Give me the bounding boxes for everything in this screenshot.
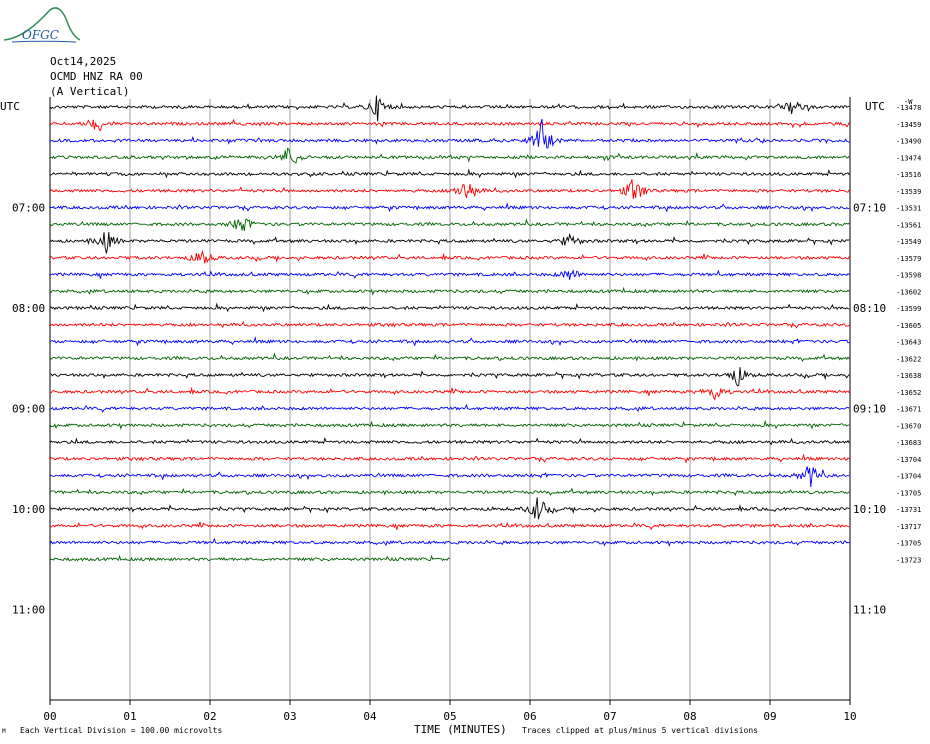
x-tick-label: 01	[123, 710, 136, 723]
seismic-trace	[49, 403, 850, 413]
trace-offset-label: -13731	[896, 506, 921, 514]
hour-label-left: 08:00	[12, 302, 45, 315]
trace-offset-label: -13474	[896, 154, 921, 162]
x-tick-label: 06	[523, 710, 536, 723]
seismic-trace	[49, 521, 850, 531]
trace-offset-label: -13539	[896, 188, 921, 196]
seismic-trace	[49, 453, 850, 464]
x-tick-label: 00	[43, 710, 56, 723]
seismic-trace	[49, 437, 850, 446]
seismic-trace	[49, 497, 850, 520]
x-tick-label: 04	[363, 710, 377, 723]
x-tick-label: 07	[603, 710, 616, 723]
hour-label-right: 08:10	[853, 302, 886, 315]
seismic-trace	[49, 269, 850, 280]
seismic-trace	[49, 537, 850, 548]
seismic-trace	[49, 218, 850, 231]
seismic-trace	[49, 419, 850, 430]
seismic-trace	[49, 386, 850, 401]
x-tick-label: 05	[443, 710, 456, 723]
hour-label-left: 11:00	[12, 604, 45, 617]
trace-offset-label: -13490	[896, 138, 921, 146]
trace-offset-label: -13643	[896, 339, 921, 347]
seismic-trace	[49, 168, 850, 179]
trace-offset-label: -13602	[896, 288, 921, 296]
seismic-trace	[49, 554, 450, 562]
trace-offset-label: -13671	[896, 406, 921, 414]
trace-offset-label: -13531	[896, 205, 921, 213]
trace-offset-label: -13459	[896, 121, 921, 129]
hour-label-right: 10:10	[853, 503, 886, 516]
utc-label-left: UTC	[0, 100, 20, 113]
header-date: Oct14,2025	[50, 55, 117, 68]
trace-offset-label: -13704	[896, 473, 921, 481]
trace-offset-label: -13549	[896, 238, 921, 246]
hour-label-right: 09:10	[853, 403, 886, 416]
trace-offset-label: -13516	[896, 171, 921, 179]
seismic-trace	[49, 352, 850, 363]
hour-label-right: 07:10	[853, 202, 886, 215]
hour-label-left: 09:00	[12, 403, 45, 416]
trace-offset-label: -13717	[896, 523, 921, 531]
trace-offset-label: -13478	[896, 104, 921, 112]
x-axis-title: TIME (MINUTES)	[414, 723, 507, 736]
clip-note: Traces clipped at plus/minus 5 vertical …	[522, 726, 759, 735]
header-component: (A Vertical)	[50, 85, 130, 98]
seismic-trace	[49, 202, 850, 213]
trace-offset-label: -13638	[896, 372, 921, 380]
trace-offset-label: -13683	[896, 439, 921, 447]
x-tick-label: 09	[763, 710, 776, 723]
trace-offset-label: -13670	[896, 422, 921, 430]
seismic-trace	[49, 336, 850, 347]
trace-offset-label: -13605	[896, 322, 921, 330]
logo: OFGC	[2, 4, 82, 44]
trace-offset-label: -13579	[896, 255, 921, 263]
utc-label-right: UTC	[865, 100, 885, 113]
scale-note: Each Vertical Division = 100.00 microvol…	[20, 726, 223, 735]
trace-offset-label: -13723	[896, 556, 921, 564]
hour-label-left: 10:00	[12, 503, 45, 516]
x-tick-label: 02	[203, 710, 216, 723]
seismic-trace	[49, 231, 850, 254]
seismic-trace	[49, 302, 850, 313]
seismic-trace	[49, 367, 850, 387]
seismic-trace	[49, 466, 850, 488]
seismic-trace	[49, 118, 850, 132]
seismic-trace	[49, 249, 850, 264]
hour-label-right: 11:10	[853, 604, 886, 617]
hour-label-left: 07:00	[12, 202, 45, 215]
x-tick-label: 03	[283, 710, 296, 723]
seismic-trace	[49, 286, 850, 296]
seismic-trace	[49, 320, 850, 329]
trace-offset-label: -13599	[896, 305, 921, 313]
logo-text: OFGC	[22, 28, 59, 42]
seismic-trace	[49, 487, 850, 497]
seismic-trace	[49, 118, 850, 149]
trace-offset-label: -13704	[896, 456, 921, 464]
trace-offset-label: -13622	[896, 355, 921, 363]
footer-mark: M	[2, 728, 6, 735]
seismic-trace	[49, 95, 850, 122]
trace-offset-label: -13705	[896, 489, 921, 497]
trace-offset-label: -13561	[896, 221, 921, 229]
x-tick-label: 10	[843, 710, 856, 723]
seismic-trace	[49, 179, 850, 200]
trace-offset-label: -13598	[896, 272, 921, 280]
seismic-trace	[49, 147, 850, 164]
header-station: OCMD HNZ RA 00	[50, 70, 143, 83]
offset-column-header: -W	[904, 98, 913, 106]
logo-mountain-icon	[3, 7, 81, 43]
x-tick-label: 08	[683, 710, 696, 723]
trace-offset-label: -13652	[896, 389, 921, 397]
trace-offset-label: -13705	[896, 540, 921, 548]
